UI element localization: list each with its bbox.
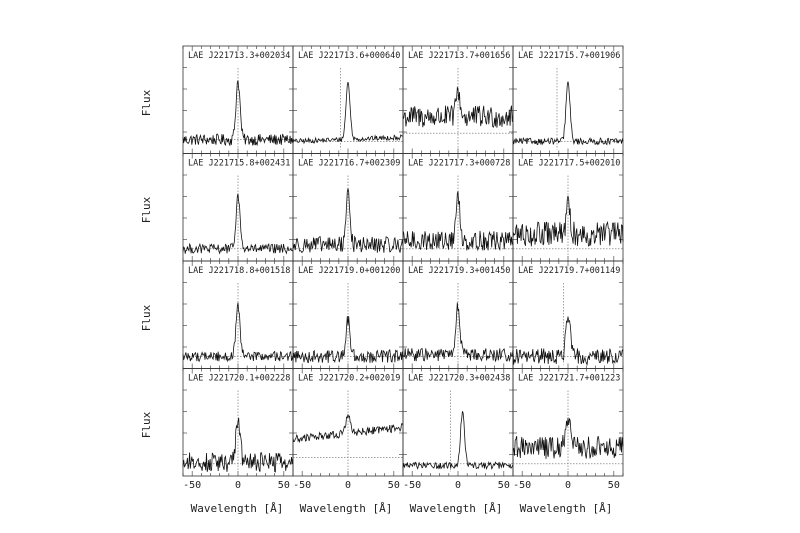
panel-label: LAE J221716.7+002309 — [298, 159, 400, 169]
x-tick-label: -50 — [513, 480, 531, 491]
y-axis-labels: Flux Flux Flux Flux — [140, 89, 153, 438]
spectrum-line — [292, 414, 404, 444]
spectrum-line — [182, 417, 294, 473]
spectrum-panel: LAE J221715.8+002431 — [182, 153, 294, 262]
panel-label: LAE J221713.7+001656 — [408, 51, 510, 61]
panel-label: LAE J221720.2+002019 — [298, 374, 400, 384]
spectrum-line — [182, 193, 294, 255]
spectrum-line — [182, 302, 294, 363]
spectrum-panel: LAE J221720.2+002019 -50 0 50 — [292, 368, 404, 491]
panel-label: LAE J221717.3+000728 — [408, 159, 510, 169]
spectrum-panel: LAE J221720.3+002438 -50 0 50 — [402, 368, 514, 491]
spectrum-line — [292, 188, 404, 254]
spectrum-line — [402, 191, 514, 252]
panel-label: LAE J221720.1+002228 — [188, 374, 290, 384]
y-axis-label: Flux — [140, 411, 153, 438]
panel-label: LAE J221713.6+000640 — [298, 51, 400, 61]
panel-label: LAE J221721.7+001223 — [518, 374, 620, 384]
spectrum-line — [402, 411, 514, 471]
spectrum-panel: LAE J221713.6+000640 — [292, 45, 404, 154]
spectrum-panel: LAE J221717.5+002010 — [512, 153, 624, 262]
x-axis-label: Wavelength [Å] — [520, 502, 613, 515]
x-tick-label: 50 — [388, 480, 400, 491]
x-tick-label: -50 — [403, 480, 421, 491]
spectrum-panel: LAE J221721.7+001223 -50 0 50 — [512, 368, 624, 491]
panel-label: LAE J221715.8+002431 — [188, 159, 290, 169]
y-axis-label: Flux — [140, 89, 153, 116]
spectrum-line — [292, 82, 404, 145]
x-tick-label: 50 — [498, 480, 510, 491]
spectrum-line — [512, 81, 624, 146]
x-axis-label: Wavelength [Å] — [410, 502, 503, 515]
x-tick-label: 0 — [235, 480, 241, 491]
y-axis-label: Flux — [140, 196, 153, 223]
spectrum-panel: LAE J221719.0+001200 — [292, 260, 404, 369]
x-axis-label: Wavelength [Å] — [300, 502, 393, 515]
spectrum-line — [402, 86, 514, 129]
panel-label: LAE J221719.3+001450 — [408, 266, 510, 276]
spectrum-panel: LAE J221717.3+000728 — [402, 153, 514, 262]
x-tick-label: 50 — [608, 480, 620, 491]
panel-label: LAE J221715.7+001906 — [518, 51, 620, 61]
panel-label: LAE J221720.3+002438 — [408, 374, 510, 384]
spectrum-line — [292, 316, 404, 364]
spectrum-panel: LAE J221719.7+001149 — [512, 260, 624, 369]
spectrum-panel: LAE J221720.1+002228 -50 0 50 — [182, 368, 294, 491]
x-tick-label: -50 — [293, 480, 311, 491]
spectrum-panel: LAE J221718.8+001518 — [182, 260, 294, 369]
panel-label: LAE J221718.8+001518 — [188, 266, 290, 276]
spectrum-line — [512, 316, 624, 366]
x-tick-label: 0 — [565, 480, 571, 491]
panel-frame — [292, 45, 404, 154]
spectrum-panel: LAE J221715.7+001906 — [512, 45, 624, 154]
spectrum-line — [512, 195, 624, 247]
x-tick-label: 0 — [345, 480, 351, 491]
spectra-panels: LAE J221713.3+002034 LAE J221713.6+000640… — [182, 45, 624, 491]
spectrum-panel: LAE J221713.3+002034 — [182, 45, 294, 154]
x-axis-labels: Wavelength [Å] Wavelength [Å] Wavelength… — [191, 502, 613, 515]
panel-frame — [512, 45, 624, 154]
x-tick-label: 50 — [278, 480, 290, 491]
spectrum-line — [182, 80, 294, 147]
x-tick-label: -50 — [183, 480, 201, 491]
panel-label: LAE J221719.0+001200 — [298, 266, 400, 276]
spectrum-line — [512, 417, 624, 459]
spectrum-line — [402, 302, 514, 363]
spectrum-panel: LAE J221719.3+001450 — [402, 260, 514, 369]
y-axis-label: Flux — [140, 304, 153, 331]
spectrum-panel: LAE J221716.7+002309 — [292, 153, 404, 262]
spectrum-panel: LAE J221713.7+001656 — [402, 45, 514, 154]
panel-label: LAE J221719.7+001149 — [518, 266, 620, 276]
x-axis-label: Wavelength [Å] — [191, 502, 284, 515]
x-tick-label: 0 — [455, 480, 461, 491]
panel-label: LAE J221713.3+002034 — [188, 51, 290, 61]
panel-label: LAE J221717.5+002010 — [518, 159, 620, 169]
